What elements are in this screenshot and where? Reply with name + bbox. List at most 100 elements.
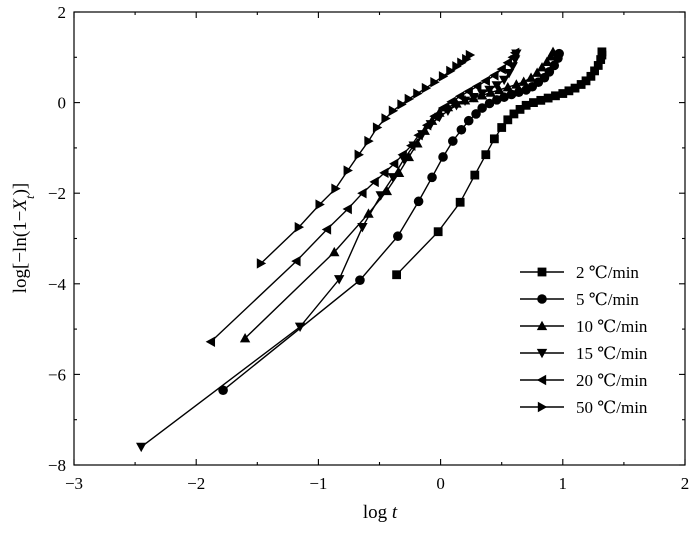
data-point <box>294 322 306 333</box>
data-point <box>294 221 305 233</box>
data-point <box>452 61 462 72</box>
data-point <box>463 86 473 97</box>
series-triangle-right <box>256 49 476 269</box>
series-layer <box>136 46 607 453</box>
legend-marker <box>536 374 547 386</box>
data-point <box>525 72 537 82</box>
series-line <box>222 53 560 391</box>
data-point <box>558 89 568 98</box>
data-point <box>454 91 465 102</box>
y-tick-label: −6 <box>48 365 66 384</box>
data-point <box>586 71 596 81</box>
data-point <box>514 87 524 97</box>
data-point <box>379 167 389 179</box>
x-tick-label: 0 <box>436 474 445 493</box>
data-point <box>256 258 267 269</box>
data-point <box>388 105 399 116</box>
data-point <box>387 173 399 183</box>
data-point <box>355 275 365 285</box>
data-point <box>489 134 499 144</box>
data-point <box>446 96 456 107</box>
x-tick-label: −1 <box>309 474 327 493</box>
data-point <box>481 150 491 160</box>
data-point <box>433 227 443 237</box>
data-point <box>509 109 519 119</box>
legend-marker <box>536 348 548 359</box>
legend-entry: 5 ℃/min <box>520 290 639 309</box>
data-point <box>536 62 548 72</box>
data-point <box>477 103 487 113</box>
series-triangle-left <box>205 47 520 347</box>
data-point <box>536 95 546 105</box>
data-point <box>590 66 599 76</box>
legend-marker <box>537 294 547 304</box>
data-point <box>404 93 415 105</box>
data-point <box>492 95 502 105</box>
legend-label: 50 ℃/min <box>576 398 648 417</box>
data-point <box>397 149 407 160</box>
y-tick-label: −8 <box>48 456 66 475</box>
x-tick-label: −3 <box>65 474 83 493</box>
data-point <box>518 76 529 86</box>
data-point <box>498 75 510 86</box>
data-point <box>457 57 467 68</box>
data-point <box>205 336 216 347</box>
data-point <box>541 56 553 66</box>
data-point <box>357 188 367 199</box>
data-point <box>576 80 586 89</box>
axis-ticks <box>73 11 686 466</box>
data-point <box>354 149 364 160</box>
data-point <box>472 81 482 92</box>
data-point <box>471 109 481 119</box>
data-point <box>430 77 440 88</box>
legend-marker <box>537 401 548 413</box>
data-point <box>502 57 512 68</box>
data-point <box>564 86 574 96</box>
data-point <box>291 255 301 267</box>
x-tick-label: 1 <box>559 474 568 493</box>
data-point <box>343 165 353 176</box>
x-tick-label: 2 <box>681 474 690 493</box>
data-point <box>465 49 476 61</box>
legend-label: 2 ℃/min <box>576 263 639 282</box>
axis-tick-labels: −3 −2 −1 0 1 2 −8 −6 −4 −2 0 2 <box>48 3 689 493</box>
x-axis-label: log t <box>363 502 398 523</box>
x-tick-label: −2 <box>187 474 205 493</box>
data-point <box>581 76 591 86</box>
data-point <box>397 99 407 110</box>
data-point <box>551 91 560 101</box>
data-point <box>218 385 228 396</box>
data-point <box>136 442 147 453</box>
data-point <box>549 60 560 71</box>
legend-entry: 20 ℃/min <box>520 371 648 390</box>
y-tick-label: −2 <box>48 184 66 203</box>
data-point <box>406 140 416 151</box>
data-point <box>496 63 506 75</box>
data-point <box>427 172 437 183</box>
series-triangle-down <box>136 49 522 453</box>
series-line <box>210 52 516 343</box>
data-point <box>413 130 423 141</box>
data-point <box>239 332 251 343</box>
data-point <box>503 115 513 125</box>
data-point <box>372 122 383 133</box>
series-circle <box>218 48 564 396</box>
y-tick-label: −4 <box>48 275 67 294</box>
legend-marker <box>537 267 547 277</box>
data-point <box>315 199 325 210</box>
data-point <box>369 176 379 188</box>
y-tick-label: 0 <box>58 94 67 113</box>
data-point <box>484 98 495 109</box>
data-point <box>446 65 456 77</box>
legend-entry: 10 ℃/min <box>520 317 648 336</box>
legend: 2 ℃/min 5 ℃/min 10 ℃/min 15 ℃/min 20 ℃/min 50… <box>520 263 648 417</box>
data-point <box>489 70 499 81</box>
legend-entry: 50 ℃/min <box>520 398 648 417</box>
data-point <box>364 135 374 147</box>
data-point <box>570 83 580 93</box>
data-point <box>333 275 345 285</box>
legend-entry: 15 ℃/min <box>520 344 648 363</box>
data-point <box>506 89 517 100</box>
data-point <box>543 93 553 103</box>
data-point <box>429 110 439 122</box>
